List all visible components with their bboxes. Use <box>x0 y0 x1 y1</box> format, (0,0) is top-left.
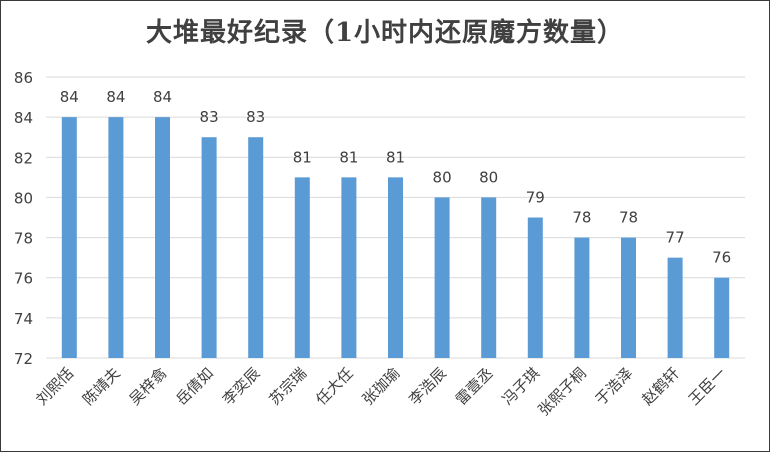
data-label: 80 <box>433 168 452 186</box>
y-tick-label: 76 <box>14 270 33 288</box>
data-label: 84 <box>153 88 172 106</box>
bar <box>481 197 497 358</box>
data-label: 80 <box>479 168 498 186</box>
y-tick-label: 86 <box>14 69 33 87</box>
bar <box>667 257 683 358</box>
x-tick-label: 张珈瑜 <box>359 364 404 409</box>
data-label: 84 <box>106 88 125 106</box>
bar <box>527 217 543 358</box>
y-tick-label: 78 <box>14 230 33 248</box>
bar <box>108 117 124 359</box>
x-tick-label: 吴梓翕 <box>126 364 171 409</box>
data-label: 78 <box>619 209 638 227</box>
x-tick-label: 苏宗瑞 <box>266 364 311 409</box>
data-label: 81 <box>293 148 312 166</box>
x-tick-label: 李奕辰 <box>219 364 264 409</box>
bar <box>155 117 170 359</box>
x-tick-label: 刘熙恬 <box>33 364 78 409</box>
data-label: 77 <box>666 229 685 247</box>
x-tick-label: 李浩辰 <box>405 364 450 409</box>
bar <box>621 237 636 358</box>
x-tick-label: 赵鹤轩 <box>638 364 683 409</box>
x-tick-label: 冯子琪 <box>499 364 544 409</box>
y-tick-label: 84 <box>14 109 33 127</box>
bar <box>341 177 357 358</box>
bar <box>714 277 730 358</box>
data-label: 84 <box>60 88 79 106</box>
x-tick-label: 王臣一 <box>685 364 730 409</box>
y-tick-label: 82 <box>14 149 33 167</box>
bar <box>388 177 403 358</box>
y-tick-label: 80 <box>14 189 33 207</box>
data-label: 81 <box>339 148 358 166</box>
bar <box>201 137 217 358</box>
data-label: 83 <box>200 108 219 126</box>
x-tick-label: 于浩泽 <box>592 364 637 409</box>
bar <box>574 237 590 358</box>
y-axis-tick-labels: 72 74 76 78 80 82 84 86 <box>14 69 33 368</box>
x-tick-label: 陈靖夫 <box>79 364 124 409</box>
data-label: 76 <box>712 249 731 267</box>
data-label: 78 <box>572 209 591 227</box>
y-tick-label: 74 <box>14 310 33 328</box>
chart-title: 大堆最好纪录（1小时内还原魔方数量） <box>145 18 625 48</box>
bars <box>61 117 730 359</box>
y-tick-label: 72 <box>14 350 33 368</box>
data-label: 83 <box>246 108 265 126</box>
x-tick-label: 张熙子桐 <box>535 364 590 419</box>
bar <box>61 117 77 359</box>
data-label: 81 <box>386 148 405 166</box>
x-tick-label: 任大任 <box>312 364 357 409</box>
bar <box>294 177 310 358</box>
data-label: 79 <box>526 189 545 207</box>
bar <box>434 197 450 358</box>
bar <box>248 137 264 358</box>
x-tick-label: 岳倩如 <box>172 364 217 409</box>
x-tick-label: 雷壹丞 <box>452 364 497 409</box>
data-labels: 84 84 84 83 83 81 81 81 80 80 79 78 78 77 76 <box>60 88 731 267</box>
